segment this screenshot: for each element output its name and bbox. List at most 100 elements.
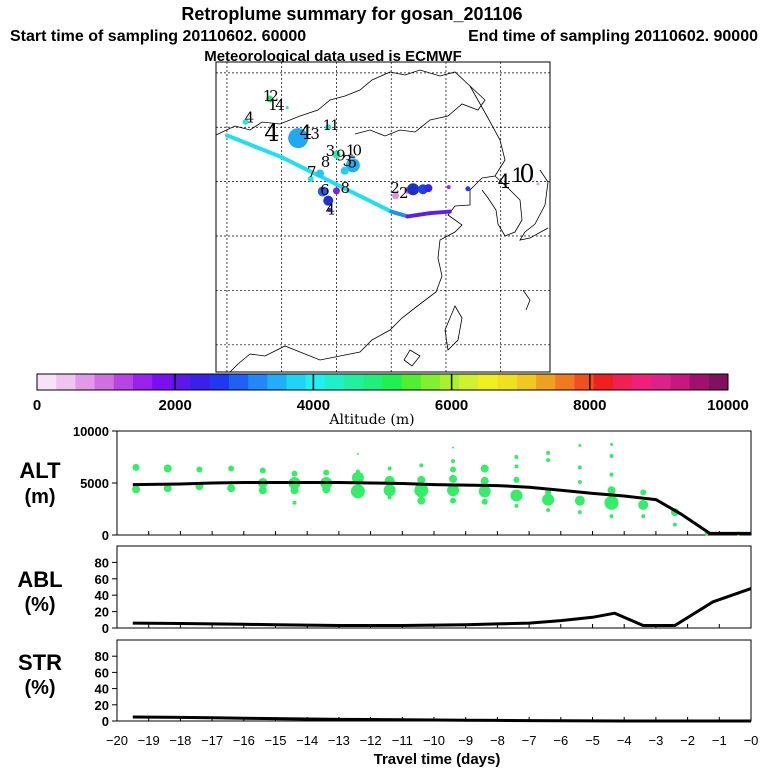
map-plume-point bbox=[316, 169, 325, 178]
alt-scatter-point bbox=[609, 453, 614, 458]
alt-scatter-point bbox=[259, 467, 266, 474]
map-plume-point bbox=[323, 195, 334, 206]
x-tick-label: −13 bbox=[328, 733, 350, 748]
border-manchuria bbox=[469, 85, 506, 179]
alt-mean-line bbox=[132, 481, 751, 535]
colorbar-swatch bbox=[612, 374, 633, 390]
map-cluster-label: 4 bbox=[275, 96, 285, 114]
alt-scatter-point bbox=[578, 444, 582, 448]
map-cluster-label: 1 bbox=[268, 96, 278, 114]
met-data-label: Meteorological data used is ECMWF bbox=[204, 48, 462, 65]
alt-scatter-point bbox=[417, 496, 426, 505]
alt-scatter-point bbox=[514, 464, 519, 469]
alt-scatter-point bbox=[163, 464, 172, 473]
colorbar-swatch bbox=[670, 374, 691, 390]
alt-scatter-point bbox=[481, 498, 488, 505]
map-plume-point bbox=[307, 175, 314, 182]
map-plume-point bbox=[288, 128, 309, 149]
colorbar-swatch bbox=[593, 374, 614, 390]
alt-scatter-point bbox=[196, 466, 203, 473]
alt-scatter-point bbox=[132, 485, 141, 494]
colorbar-swatch bbox=[305, 374, 326, 390]
alt-scatter-point bbox=[323, 469, 330, 476]
map-cluster-label: 3 bbox=[343, 152, 353, 170]
x-tick-label: −15 bbox=[264, 733, 286, 748]
str-line bbox=[132, 715, 751, 723]
map-plume-point bbox=[327, 207, 332, 212]
colorbar-swatch bbox=[324, 374, 345, 390]
x-tick-label: −12 bbox=[360, 733, 382, 748]
colorbar-tick-label: 2000 bbox=[159, 397, 192, 414]
colorbar-swatch bbox=[574, 374, 595, 390]
map-cluster-label: 7 bbox=[307, 163, 317, 181]
colorbar-swatch bbox=[132, 374, 153, 390]
y-tick-label: 20 bbox=[95, 605, 109, 620]
alt-scatter-point bbox=[510, 489, 523, 502]
alt-scatter-point bbox=[480, 476, 489, 485]
map-cluster-label: 9 bbox=[336, 146, 346, 164]
map-plume-point bbox=[424, 184, 433, 193]
map-cluster-label: 0 bbox=[519, 160, 534, 188]
x-tick-label: −17 bbox=[201, 733, 223, 748]
start-time-label: Start time of sampling 20110602. 60000 bbox=[10, 28, 306, 45]
colorbar-label: Altitude (m) bbox=[328, 412, 414, 428]
colorbar-tick-labels: 0 2000 4000 6000 8000 10000 bbox=[33, 374, 749, 414]
colorbar-swatch bbox=[190, 374, 211, 390]
alt-scatter-point bbox=[450, 497, 457, 504]
map-plume-point bbox=[407, 183, 420, 196]
panel-frame bbox=[116, 639, 752, 722]
colorbar-swatch bbox=[152, 374, 172, 390]
x-tick-label: −4 bbox=[617, 733, 632, 748]
altitude-colorbar bbox=[36, 373, 729, 391]
map-cluster-label: 0 bbox=[352, 142, 362, 160]
map-cluster-label: 1 bbox=[511, 163, 524, 187]
alt-scatter-point bbox=[447, 484, 460, 497]
y-tick-label: 0 bbox=[102, 621, 109, 636]
alt-scatter-point bbox=[414, 483, 429, 498]
alt-scatter-point bbox=[610, 443, 614, 447]
colorbar-swatch bbox=[286, 374, 307, 390]
alt-scatter-point bbox=[387, 495, 392, 500]
trajectory-segment bbox=[334, 182, 366, 200]
y-tick-label: 80 bbox=[95, 649, 109, 664]
map-plume-point bbox=[285, 106, 289, 110]
colorbar-swatch bbox=[536, 374, 556, 390]
colorbar-swatch bbox=[113, 374, 134, 390]
alt-scatter-point bbox=[577, 465, 582, 470]
panel-unit: (m) bbox=[24, 486, 55, 508]
map-plume-point bbox=[242, 118, 249, 125]
map-plume-point bbox=[392, 192, 400, 200]
colorbar-swatch bbox=[344, 374, 364, 390]
alt-scatter-point bbox=[577, 510, 582, 515]
panel-label: STR bbox=[18, 650, 62, 675]
x-tick-label: −14 bbox=[296, 733, 318, 748]
alt-scatter-point bbox=[419, 463, 424, 468]
colorbar-swatch bbox=[440, 374, 460, 390]
alt-scatter-point bbox=[451, 459, 456, 464]
end-time-label: End time of sampling 20110602. 90000 bbox=[468, 28, 758, 45]
panel-label: ABL bbox=[17, 567, 62, 592]
alt-scatter-point bbox=[290, 486, 299, 495]
alt-scatter-point bbox=[640, 489, 647, 496]
map-points-layer bbox=[242, 95, 540, 212]
map-cluster-label: 8 bbox=[321, 153, 331, 171]
alt-scatter-point bbox=[351, 471, 364, 484]
panel-unit: (%) bbox=[24, 594, 55, 616]
colorbar-swatch bbox=[228, 374, 249, 390]
colorbar-swatch bbox=[555, 374, 575, 390]
colorbar-tick-label: 4000 bbox=[297, 397, 330, 414]
alt-scatter-point bbox=[641, 514, 646, 519]
map-cluster-label: 4 bbox=[498, 169, 511, 193]
y-tick-label: 0 bbox=[102, 714, 109, 729]
alt-scatter-point bbox=[350, 484, 365, 499]
colorbar-swatch bbox=[420, 374, 441, 390]
alt-scatter-point bbox=[132, 463, 140, 471]
x-tick-label: −2 bbox=[680, 733, 695, 748]
colorbar-swatch bbox=[94, 374, 115, 390]
colorbar-swatch bbox=[651, 374, 671, 390]
colorbar-swatch bbox=[248, 374, 268, 390]
colorbar-tick-label: 8000 bbox=[573, 397, 606, 414]
